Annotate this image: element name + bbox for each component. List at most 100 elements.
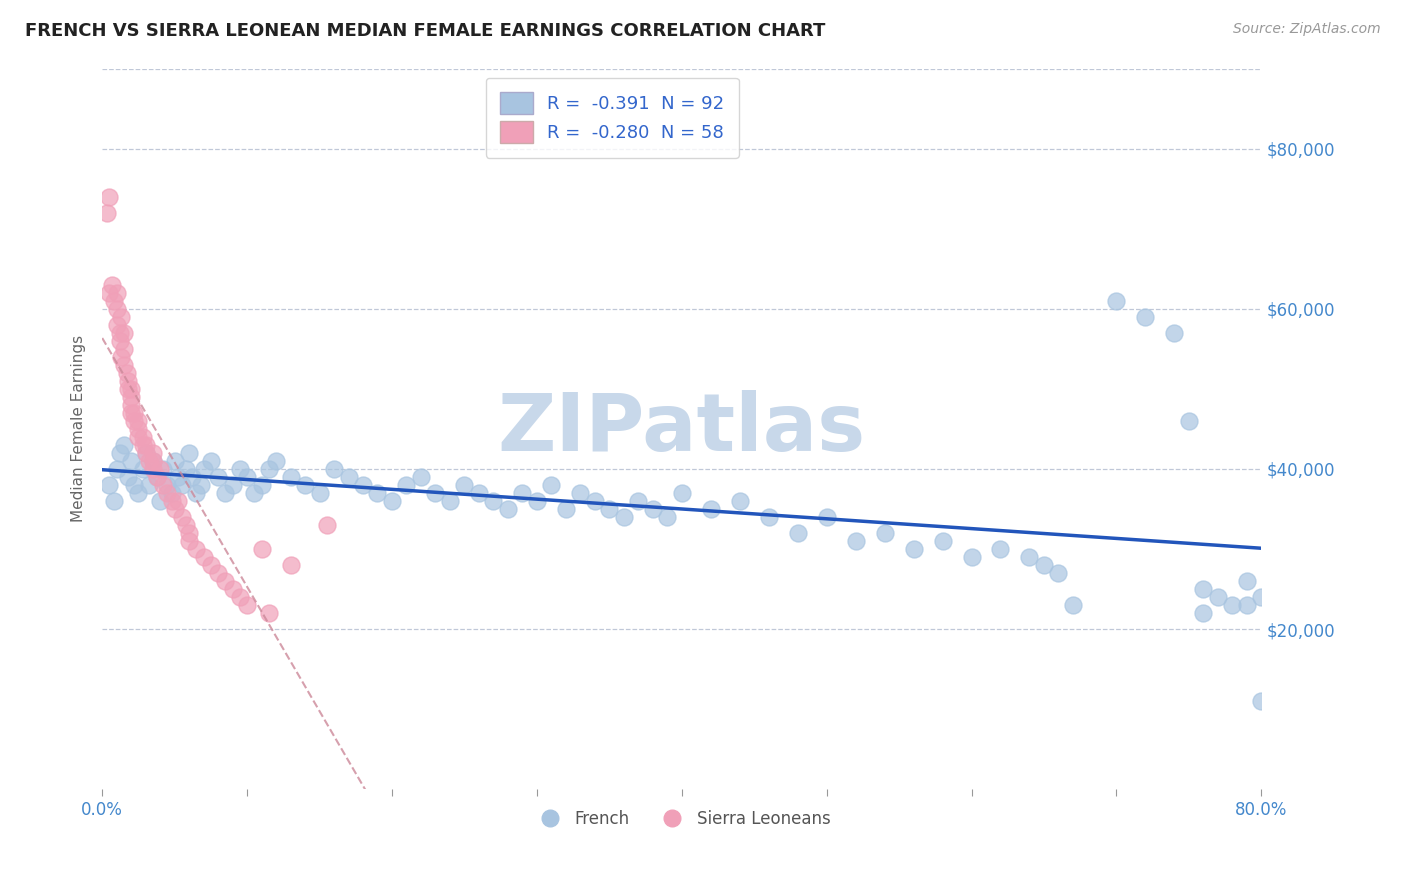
Point <box>127 486 149 500</box>
Point <box>1135 310 1157 324</box>
Point <box>105 301 128 316</box>
Point <box>127 414 149 428</box>
Point <box>152 478 174 492</box>
Text: Source: ZipAtlas.com: Source: ZipAtlas.com <box>1233 22 1381 37</box>
Point <box>845 533 868 548</box>
Point <box>323 462 346 476</box>
Point <box>243 486 266 500</box>
Point <box>468 486 491 500</box>
Point <box>657 510 679 524</box>
Point <box>156 478 179 492</box>
Point <box>174 462 197 476</box>
Point <box>613 510 636 524</box>
Point <box>496 502 519 516</box>
Point <box>120 382 142 396</box>
Point <box>105 462 128 476</box>
Point <box>554 502 576 516</box>
Point <box>122 414 145 428</box>
Point <box>98 189 121 203</box>
Point <box>1236 598 1258 612</box>
Point <box>280 470 302 484</box>
Point <box>117 374 139 388</box>
Point <box>526 494 548 508</box>
Point <box>931 533 953 548</box>
Point <box>163 454 186 468</box>
Point <box>482 494 505 508</box>
Point <box>699 502 721 516</box>
Point <box>214 486 236 500</box>
Point <box>337 470 360 484</box>
Point <box>120 398 142 412</box>
Point <box>112 342 135 356</box>
Point <box>1192 606 1215 620</box>
Point <box>1047 566 1070 580</box>
Text: ZIPatlas: ZIPatlas <box>498 390 866 468</box>
Point <box>132 462 155 476</box>
Point <box>149 462 172 476</box>
Point <box>627 494 650 508</box>
Legend: French, Sierra Leoneans: French, Sierra Leoneans <box>526 804 837 835</box>
Point <box>1105 293 1128 308</box>
Point <box>425 486 447 500</box>
Point <box>112 326 135 340</box>
Point <box>352 478 374 492</box>
Point <box>1250 590 1272 604</box>
Point <box>142 446 165 460</box>
Point <box>135 438 157 452</box>
Point <box>758 510 780 524</box>
Point <box>315 518 337 533</box>
Point <box>146 470 169 484</box>
Point <box>160 494 183 508</box>
Point <box>569 486 592 500</box>
Point <box>728 494 751 508</box>
Point <box>132 438 155 452</box>
Point <box>221 478 243 492</box>
Point <box>786 526 808 541</box>
Point <box>108 326 131 340</box>
Point <box>308 486 330 500</box>
Point <box>193 549 215 564</box>
Point <box>200 558 222 572</box>
Point <box>103 494 125 508</box>
Point <box>1163 326 1185 340</box>
Point <box>641 502 664 516</box>
Point <box>990 541 1012 556</box>
Point <box>105 285 128 300</box>
Point <box>179 533 201 548</box>
Point <box>179 526 201 541</box>
Point <box>110 350 132 364</box>
Point <box>186 541 208 556</box>
Point <box>221 582 243 596</box>
Point <box>112 438 135 452</box>
Point <box>1032 558 1054 572</box>
Point <box>960 549 983 564</box>
Point <box>160 486 183 500</box>
Point <box>112 358 135 372</box>
Point <box>149 494 172 508</box>
Point <box>214 574 236 588</box>
Y-axis label: Median Female Earnings: Median Female Earnings <box>72 335 86 523</box>
Point <box>174 518 197 533</box>
Point <box>1178 414 1201 428</box>
Point <box>1062 598 1084 612</box>
Point <box>101 277 124 292</box>
Point <box>366 486 388 500</box>
Point <box>512 486 534 500</box>
Point <box>236 598 259 612</box>
Point <box>1220 598 1243 612</box>
Point <box>229 462 252 476</box>
Point <box>294 478 316 492</box>
Point <box>873 526 896 541</box>
Point <box>108 446 131 460</box>
Point <box>127 430 149 444</box>
Point <box>108 334 131 348</box>
Point <box>439 494 461 508</box>
Point <box>257 606 280 620</box>
Point <box>120 406 142 420</box>
Point <box>127 422 149 436</box>
Point <box>96 205 118 219</box>
Point <box>815 510 838 524</box>
Point <box>453 478 475 492</box>
Point <box>166 470 188 484</box>
Point <box>257 462 280 476</box>
